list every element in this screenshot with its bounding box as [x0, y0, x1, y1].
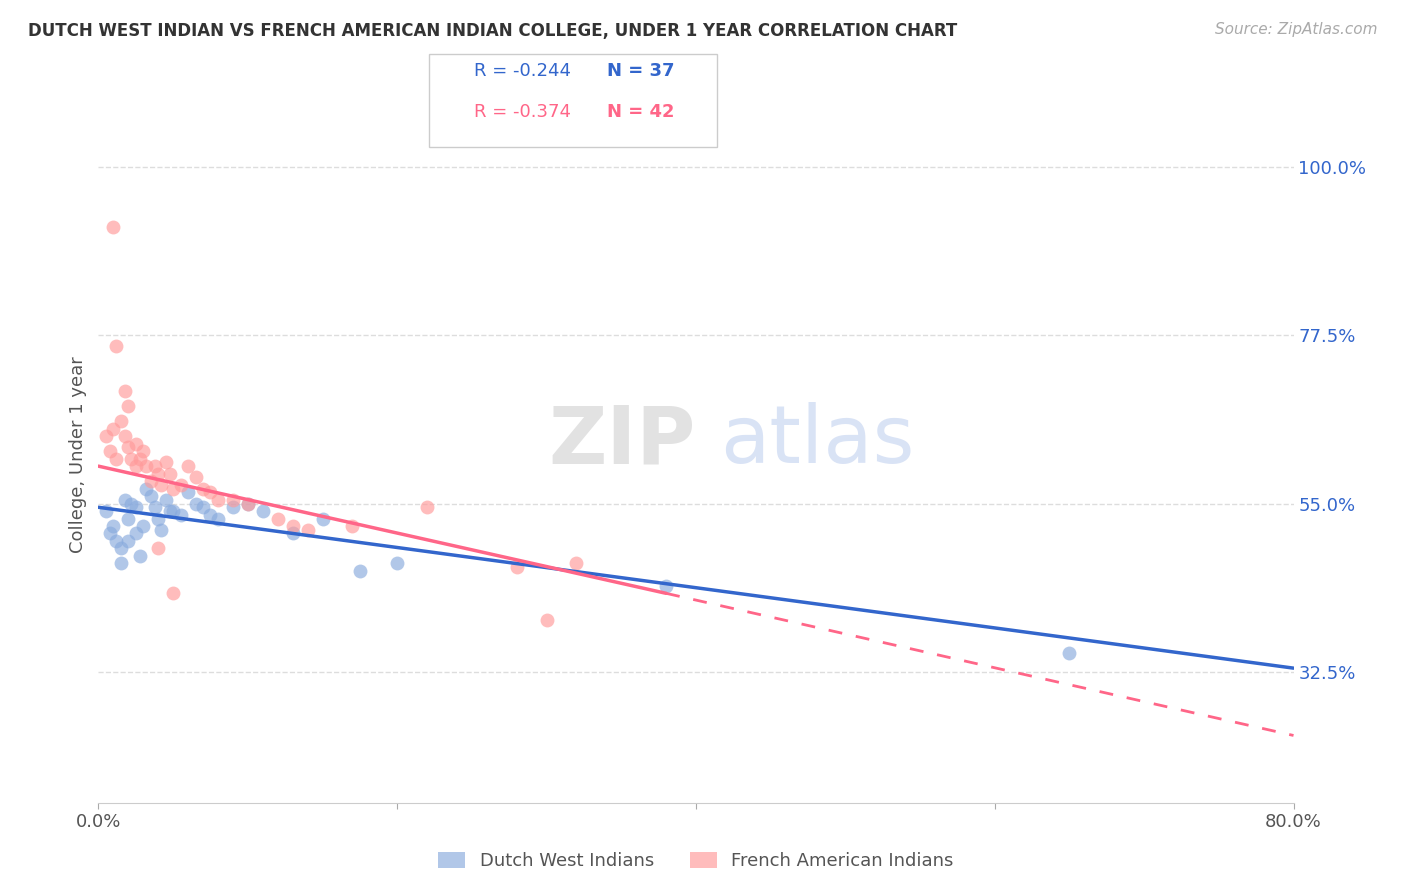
- Point: [139, 489, 162, 503]
- Text: R = -0.244: R = -0.244: [474, 62, 571, 80]
- Point: [120, 451, 142, 466]
- Point: [162, 504, 184, 518]
- Point: [222, 492, 245, 507]
- Point: [143, 459, 166, 474]
- Point: [506, 560, 529, 574]
- Point: [117, 511, 139, 525]
- Point: [114, 429, 136, 443]
- Point: [252, 504, 274, 518]
- Point: [1059, 646, 1081, 660]
- Text: ZIP: ZIP: [548, 402, 696, 480]
- Point: [191, 500, 214, 515]
- Point: [132, 444, 155, 458]
- Text: R = -0.374: R = -0.374: [474, 103, 571, 120]
- Point: [117, 399, 139, 413]
- Point: [125, 526, 148, 541]
- Point: [117, 441, 139, 455]
- Point: [349, 564, 371, 578]
- Point: [159, 467, 181, 481]
- Point: [267, 511, 290, 525]
- Point: [103, 519, 125, 533]
- Point: [169, 508, 191, 522]
- Text: atlas: atlas: [720, 402, 914, 480]
- Point: [139, 474, 162, 488]
- Point: [184, 470, 207, 484]
- Point: [94, 504, 117, 518]
- Point: [129, 549, 152, 563]
- Point: [311, 511, 333, 525]
- Point: [155, 455, 177, 469]
- Point: [169, 478, 191, 492]
- Text: Source: ZipAtlas.com: Source: ZipAtlas.com: [1215, 22, 1378, 37]
- Point: [207, 492, 229, 507]
- Point: [103, 422, 125, 436]
- Point: [114, 384, 136, 399]
- Point: [565, 557, 588, 571]
- Point: [132, 519, 155, 533]
- Point: [148, 467, 170, 481]
- Point: [416, 500, 439, 515]
- Point: [114, 492, 136, 507]
- Point: [342, 519, 364, 533]
- Point: [143, 500, 166, 515]
- Point: [162, 482, 184, 496]
- Point: [148, 541, 170, 556]
- Text: N = 42: N = 42: [607, 103, 675, 120]
- Point: [117, 533, 139, 548]
- Point: [655, 579, 678, 593]
- Point: [110, 557, 132, 571]
- Text: DUTCH WEST INDIAN VS FRENCH AMERICAN INDIAN COLLEGE, UNDER 1 YEAR CORRELATION CH: DUTCH WEST INDIAN VS FRENCH AMERICAN IND…: [28, 22, 957, 40]
- Point: [150, 478, 173, 492]
- Point: [148, 511, 170, 525]
- Point: [105, 339, 128, 353]
- Point: [100, 526, 122, 541]
- Point: [184, 497, 207, 511]
- Point: [297, 523, 319, 537]
- Point: [177, 459, 200, 474]
- Point: [135, 459, 157, 474]
- Point: [120, 497, 142, 511]
- Point: [155, 492, 177, 507]
- Point: [207, 511, 229, 525]
- Point: [105, 451, 128, 466]
- Point: [162, 586, 184, 600]
- Point: [150, 523, 173, 537]
- Point: [94, 429, 117, 443]
- Point: [103, 219, 125, 234]
- Point: [191, 482, 214, 496]
- Point: [125, 436, 148, 450]
- Point: [281, 526, 304, 541]
- Point: [385, 557, 409, 571]
- Text: N = 37: N = 37: [607, 62, 675, 80]
- Point: [135, 482, 157, 496]
- Legend: Dutch West Indians, French American Indians: Dutch West Indians, French American Indi…: [430, 845, 962, 877]
- Point: [222, 500, 245, 515]
- Point: [100, 444, 122, 458]
- Point: [536, 613, 558, 627]
- Point: [110, 541, 132, 556]
- Point: [129, 451, 152, 466]
- Point: [281, 519, 304, 533]
- Point: [105, 533, 128, 548]
- Y-axis label: College, Under 1 year: College, Under 1 year: [69, 357, 87, 553]
- Point: [110, 414, 132, 428]
- Point: [177, 485, 200, 500]
- Point: [200, 508, 222, 522]
- Point: [125, 500, 148, 515]
- Point: [236, 497, 259, 511]
- Point: [125, 459, 148, 474]
- Point: [159, 504, 181, 518]
- Point: [236, 497, 259, 511]
- Point: [200, 485, 222, 500]
